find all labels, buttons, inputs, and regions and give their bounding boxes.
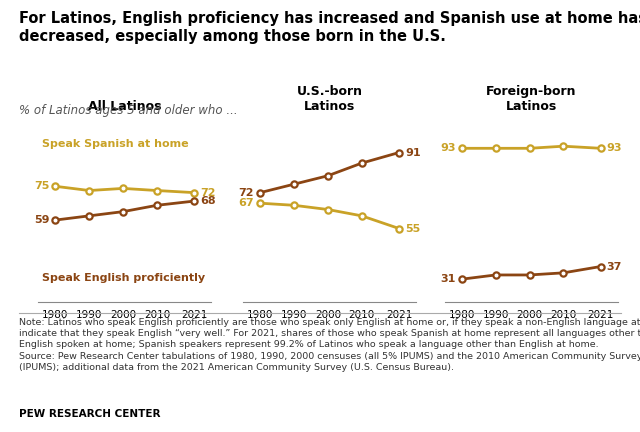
Text: Speak Spanish at home: Speak Spanish at home: [42, 139, 189, 149]
Text: 72: 72: [200, 187, 216, 197]
Text: 68: 68: [200, 196, 216, 206]
Text: PEW RESEARCH CENTER: PEW RESEARCH CENTER: [19, 409, 161, 419]
Title: Foreign-born
Latinos: Foreign-born Latinos: [486, 85, 577, 113]
Text: Speak English proficiently: Speak English proficiently: [42, 273, 205, 283]
Text: 67: 67: [239, 198, 254, 208]
Title: All Latinos: All Latinos: [88, 100, 161, 113]
Text: 93: 93: [440, 143, 456, 153]
Text: 59: 59: [34, 215, 49, 225]
Text: 55: 55: [405, 223, 420, 234]
Text: 37: 37: [607, 261, 622, 272]
Text: 91: 91: [405, 147, 420, 158]
Text: For Latinos, English proficiency has increased and Spanish use at home has
decre: For Latinos, English proficiency has inc…: [19, 11, 640, 44]
Title: U.S.-born
Latinos: U.S.-born Latinos: [296, 85, 363, 113]
Text: 75: 75: [34, 181, 49, 191]
Text: 31: 31: [440, 274, 456, 284]
Text: 72: 72: [239, 187, 254, 197]
Text: Note: Latinos who speak English proficiently are those who speak only English at: Note: Latinos who speak English proficie…: [19, 318, 640, 372]
Text: 93: 93: [607, 143, 622, 153]
Text: % of Latinos ages 5 and older who ...: % of Latinos ages 5 and older who ...: [19, 104, 238, 117]
